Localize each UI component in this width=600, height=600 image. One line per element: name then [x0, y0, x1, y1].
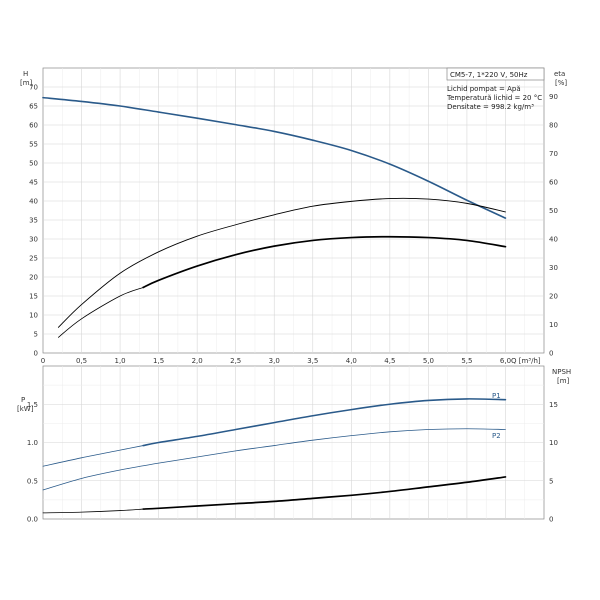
- p2-label: P2: [492, 432, 501, 440]
- head-tick-label: 20: [29, 274, 38, 282]
- head-axis-label: H: [23, 70, 28, 78]
- head-tick-label: 10: [29, 312, 38, 320]
- head-tick-label: 45: [29, 179, 38, 187]
- flow-tick-label: 0: [41, 357, 45, 365]
- head-tick-label: 40: [29, 198, 38, 206]
- eta-y-ticks: 0 10 20 30 40 50 60 70 80 90: [549, 93, 558, 358]
- fluid-text: Lichid pompat = Apă: [447, 85, 521, 93]
- power-axis-label: P: [21, 396, 25, 404]
- npsh-tick-label: 0: [549, 516, 553, 524]
- power-y-ticks: 0.0 0.5 1.0 1.5: [27, 401, 38, 524]
- head-tick-label: 50: [29, 160, 38, 168]
- power-tick-label: 1.5: [27, 401, 38, 409]
- power-tick-label: 0.0: [27, 516, 38, 524]
- eta-tick-label: 60: [549, 179, 558, 187]
- npsh-axis-unit: [m]: [557, 377, 570, 385]
- eta-tick-label: 20: [549, 293, 558, 301]
- npsh-y-ticks: 0 5 10 15: [549, 401, 558, 524]
- flow-tick-label: 3,5: [307, 357, 318, 365]
- npsh-tick-label: 5: [549, 477, 553, 485]
- head-tick-label: 15: [29, 293, 38, 301]
- head-curves: [42, 96, 507, 338]
- head-tick-label: 60: [29, 122, 38, 130]
- density-text: Densitate = 998.2 kg/m³: [447, 103, 534, 111]
- eta-tick-label: 90: [549, 93, 558, 101]
- flow-tick-label: 0,5: [76, 357, 87, 365]
- head-series-line-2: [58, 287, 144, 338]
- head-series-line-3: [142, 235, 507, 289]
- flow-tick-label: 6,0: [500, 357, 511, 365]
- eta-tick-label: 70: [549, 150, 558, 158]
- power-series-line-1: [142, 398, 507, 447]
- flow-tick-label: 4,5: [384, 357, 395, 365]
- head-tick-label: 25: [29, 255, 38, 263]
- flow-axis-label: Q [m³/h]: [511, 357, 541, 365]
- power-series-line-2: [42, 428, 506, 491]
- flow-tick-label: 5,0: [423, 357, 434, 365]
- flow-tick-label: 3,0: [269, 357, 280, 365]
- head-tick-label: 65: [29, 103, 38, 111]
- eta-tick-label: 40: [549, 236, 558, 244]
- eta-tick-label: 0: [549, 350, 553, 358]
- eta-tick-label: 10: [549, 321, 558, 329]
- power-tick-label: 0.5: [27, 477, 38, 485]
- npsh-axis-label: NPSH: [552, 368, 571, 376]
- power-series-line-4: [142, 476, 507, 510]
- flow-tick-label: 1,0: [115, 357, 126, 365]
- flow-x-ticks: 0 0,5 1,0 1,5 2,0 2,5 3,0 3,5 4,0 4,5 5,0 5,5 6,0: [41, 357, 511, 365]
- power-npsh-panel: 0.0 0.5 1.0 1.5 0 5 10 15 P [kW] NPSH [m] P1 P…: [17, 365, 571, 524]
- head-series-line-0: [42, 96, 507, 219]
- head-tick-label: 35: [29, 217, 38, 225]
- temperature-text: Temperatură lichid = 20 °C: [446, 94, 542, 102]
- power-tick-label: 1.0: [27, 439, 38, 447]
- model-box: [446, 67, 545, 81]
- flow-tick-label: 4,0: [346, 357, 357, 365]
- eta-axis-unit: [%]: [555, 79, 567, 87]
- flow-tick-label: 2,5: [230, 357, 241, 365]
- power-curves: [42, 398, 507, 514]
- model-text: CM5-7, 1*220 V, 50Hz: [450, 71, 528, 79]
- eta-tick-label: 80: [549, 122, 558, 130]
- head-tick-label: 70: [29, 84, 38, 92]
- flow-tick-label: 5,5: [461, 357, 472, 365]
- head-tick-label: 55: [29, 141, 38, 149]
- flow-tick-label: 1,5: [153, 357, 164, 365]
- head-series-line-1: [57, 197, 506, 328]
- head-tick-label: 0: [34, 350, 38, 358]
- head-axis-unit: [m]: [20, 79, 33, 87]
- npsh-tick-label: 15: [549, 401, 558, 409]
- power-series-line-3: [42, 508, 144, 514]
- eta-tick-label: 30: [549, 264, 558, 272]
- eta-tick-label: 50: [549, 207, 558, 215]
- power-series-line-0: [42, 445, 144, 467]
- npsh-tick-label: 10: [549, 439, 558, 447]
- power-axis-unit: [kW]: [17, 405, 34, 413]
- head-tick-label: 30: [29, 236, 38, 244]
- flow-tick-label: 2,0: [192, 357, 203, 365]
- eta-axis-label: eta: [554, 70, 565, 78]
- head-tick-label: 5: [34, 331, 38, 339]
- head-y-ticks: 0 5 10 15 20 25 30 35 40 45 50 55 60 65 70: [29, 84, 38, 358]
- p1-label: P1: [492, 392, 501, 400]
- head-efficiency-panel: 0 5 10 15 20 25 30 35 40 45 50 55 60 65 70 0 10 20 30 40 50…: [20, 67, 567, 365]
- power-gridlines: [43, 366, 544, 519]
